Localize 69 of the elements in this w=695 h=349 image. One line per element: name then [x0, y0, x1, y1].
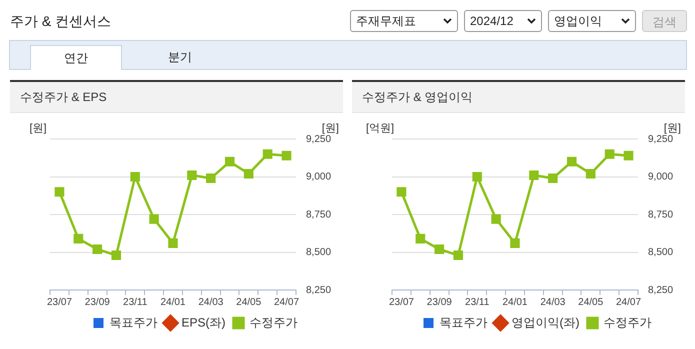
y2-tick-label: 8,500 [648, 247, 674, 258]
text: 영업이익 [554, 12, 602, 30]
text: 검색 [642, 10, 687, 32]
text: 주가 & 컨센서스 [10, 13, 112, 31]
point [453, 250, 464, 260]
point [149, 214, 159, 224]
point [548, 173, 558, 184]
y2-tick-label: 8,250 [648, 284, 674, 296]
point [92, 244, 102, 254]
y2-tick-label: 9,250 [306, 134, 332, 145]
x-tick-label: 24/01 [502, 296, 528, 308]
legend-label: 수정주가 [250, 315, 298, 330]
point [472, 172, 482, 182]
y2-tick-label: 8,250 [306, 284, 332, 296]
y2-axis-title: [원] [322, 122, 339, 135]
point [54, 187, 64, 197]
x-tick-label: 23/11 [122, 296, 148, 308]
y2-tick-label: 8,500 [306, 247, 332, 258]
point [187, 170, 197, 180]
text: 분기 [167, 49, 193, 66]
x-tick-label: 24/07 [274, 296, 300, 308]
point [396, 187, 406, 197]
y2-axis-title: [원] [664, 122, 681, 135]
point [282, 150, 292, 160]
y2-tick-label: 8,750 [648, 209, 674, 220]
point [510, 238, 520, 248]
point [130, 172, 140, 182]
point [224, 156, 235, 166]
x-tick-label: 23/09 [426, 296, 452, 308]
point [624, 150, 634, 160]
x-tick-label: 24/05 [578, 296, 604, 308]
legend-label: 목표주가 [440, 315, 488, 330]
chart-title: 수정주가 & 영업이익 [352, 82, 685, 113]
point [168, 238, 178, 248]
y-axis-title: [억원] [366, 122, 394, 135]
y2-tick-label: 9,000 [648, 172, 674, 182]
x-tick-label: 23/09 [84, 296, 110, 308]
point [416, 234, 426, 244]
point [244, 168, 254, 179]
x-tick-label: 23/07 [388, 296, 414, 308]
y2-tick-label: 9,250 [648, 134, 674, 145]
legend-label: EPS(좌) [182, 315, 226, 330]
x-tick-label: 24/03 [540, 296, 566, 308]
point [604, 149, 614, 159]
legend-label: 목표주가 [110, 315, 158, 330]
text: 2024/12 [470, 14, 514, 28]
point [111, 250, 122, 260]
text: 연간 [30, 45, 122, 70]
x-tick-label: 24/05 [236, 296, 262, 308]
chart-title: 수정주가 & EPS [10, 82, 343, 113]
legend-label: 영업이익(좌) [512, 315, 580, 330]
point [262, 149, 272, 159]
point [491, 214, 501, 224]
point [74, 234, 84, 244]
text: 주재무제표 [356, 12, 416, 30]
x-tick-label: 24/07 [616, 296, 642, 308]
x-tick-label: 23/11 [464, 296, 490, 308]
point [434, 244, 444, 254]
point [566, 156, 577, 166]
legend-label: 수정주가 [603, 315, 652, 330]
x-tick-label: 24/03 [198, 296, 224, 308]
x-tick-label: 24/01 [160, 296, 186, 308]
point [586, 168, 596, 179]
y-axis-title: [원] [29, 122, 47, 135]
point [529, 170, 539, 180]
point [206, 173, 216, 184]
x-tick-label: 23/07 [46, 296, 72, 308]
y2-tick-label: 9,000 [306, 172, 332, 182]
y2-tick-label: 8,750 [306, 209, 332, 220]
